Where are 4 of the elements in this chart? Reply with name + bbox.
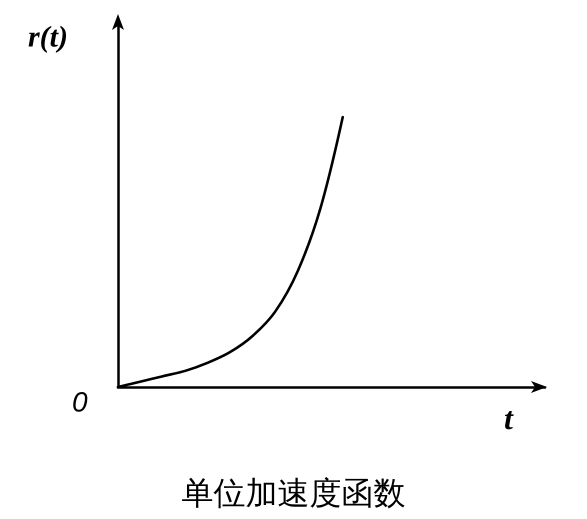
text: 单位加速度函数 [182,475,406,511]
text: 0 [72,386,88,418]
y-axis-title: r(t) [28,20,68,54]
x-axis-title: t [504,400,514,436]
